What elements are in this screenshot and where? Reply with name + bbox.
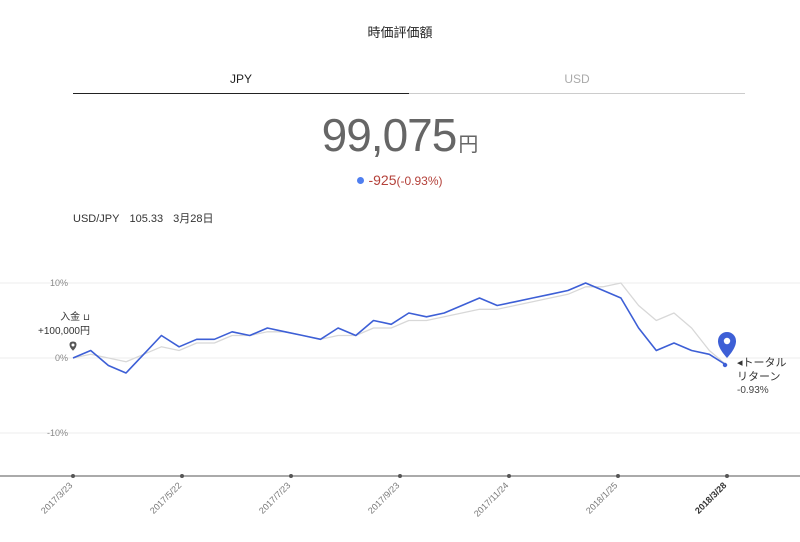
x-tick-dot (180, 474, 184, 478)
x-tick-dot (507, 474, 511, 478)
x-tick-dot (398, 474, 402, 478)
location-pin-icon (718, 332, 736, 358)
valuation-unit: 円 (458, 134, 479, 156)
x-tick-label: 2018/1/25 (584, 480, 619, 515)
valuation-amount: 99,075 円 (0, 108, 800, 162)
fx-pair: USD/JPY (73, 213, 120, 225)
chart-series (72, 282, 728, 374)
y-tick-label: 0% (55, 353, 68, 363)
valuation-number: 99,075 (321, 109, 458, 161)
reference-series-line (72, 282, 728, 366)
fx-date: 3月28日 (173, 213, 214, 225)
total-return-line2: リターン (737, 371, 781, 383)
y-axis-labels: 10% 0% -10% (47, 278, 68, 438)
change-amount: -925 (368, 172, 397, 188)
deposit-text: 入金 (60, 312, 81, 323)
y-tick-label: 10% (50, 278, 68, 288)
x-tick-label: 2018/3/28 (693, 480, 728, 515)
change-percent: (-0.93%) (396, 174, 443, 188)
deposit-amount: +100,000円 (38, 326, 90, 337)
fx-rate: 105.33 (129, 213, 164, 225)
tab-jpy[interactable]: JPY (73, 72, 409, 94)
current-position-marker[interactable] (718, 332, 736, 368)
x-axis: 2017/3/23 2017/5/22 2017/7/23 2017/9/23 2017… (39, 474, 729, 519)
tab-usd[interactable]: USD (409, 72, 745, 94)
x-tick-label: 2017/11/24 (472, 480, 510, 518)
currency-tabs: JPY USD (73, 72, 745, 94)
y-tick-label: -10% (47, 428, 68, 438)
x-tick-label: 2017/3/23 (39, 480, 74, 515)
series-dot-icon (357, 176, 365, 184)
x-tick-dot (71, 474, 75, 478)
deposit-marker[interactable] (69, 341, 77, 351)
x-tick-dot (725, 474, 729, 478)
page-title: 時価評価額 (367, 25, 433, 40)
change-summary: -925(-0.93%) (0, 172, 800, 188)
total-return-label: ◂トータル リターン -0.93% (737, 356, 787, 398)
deposit-icon: ⊔ (82, 312, 90, 322)
deposit-label: 入金 ⊔ +100,000円 (38, 310, 90, 339)
total-return-arrow-icon: ◂ (737, 357, 743, 369)
x-tick-label: 2017/7/23 (257, 480, 292, 515)
total-return-series-line (72, 282, 728, 374)
fx-rate-info: USD/JPY 105.33 3月28日 (73, 210, 223, 226)
x-tick-label: 2017/9/23 (366, 480, 401, 515)
chart-grid (0, 282, 800, 477)
total-return-percent: -0.93% (737, 385, 769, 396)
x-tick-label: 2017/5/22 (148, 480, 183, 515)
total-return-line1: トータル (742, 357, 787, 369)
x-tick-dot (289, 474, 293, 478)
x-tick-dot (616, 474, 620, 478)
